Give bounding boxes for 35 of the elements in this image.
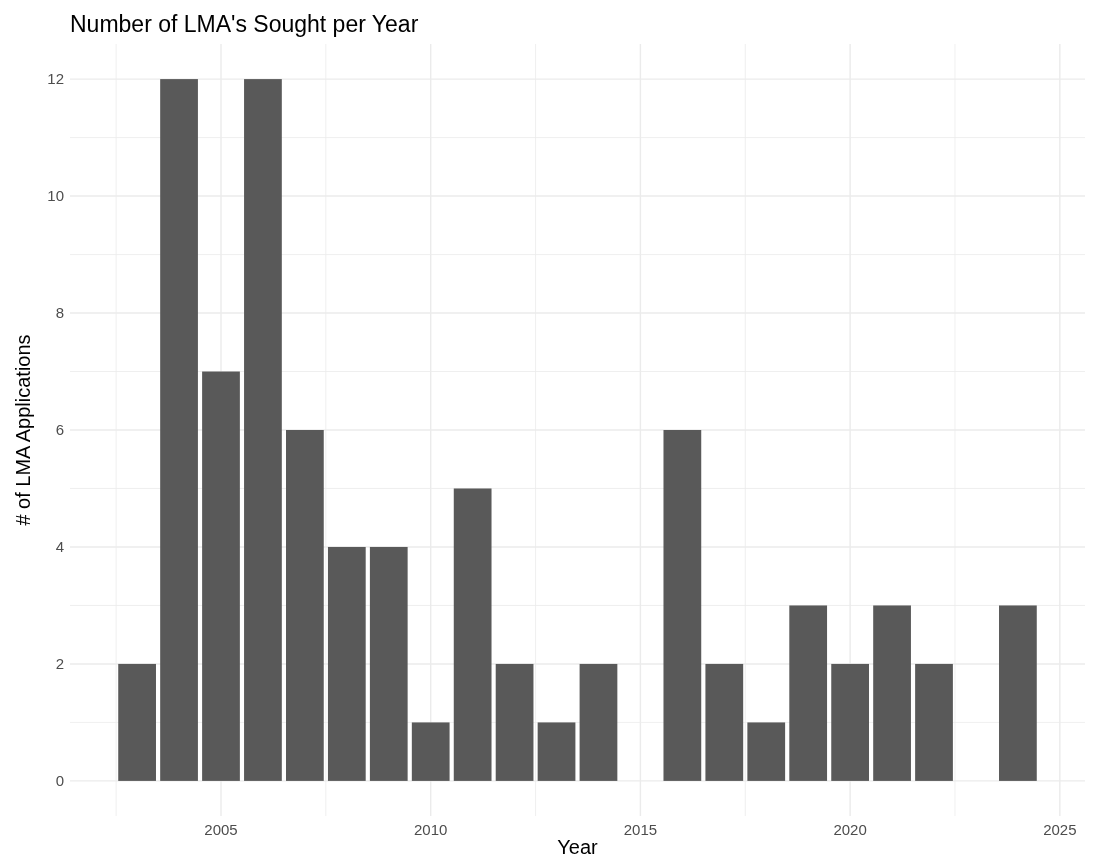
bar [873, 605, 911, 781]
bar [369, 546, 408, 781]
bar [831, 663, 869, 781]
bar [118, 663, 156, 781]
y-axis-title: # of LMA Applications [12, 334, 34, 526]
bar [705, 663, 744, 781]
y-tick-label: 0 [55, 771, 64, 789]
y-tick-label: 12 [47, 70, 64, 88]
y-tick-label: 6 [55, 421, 64, 438]
x-tick-label: 2025 [1043, 821, 1077, 838]
bar [537, 722, 576, 781]
bar [495, 663, 534, 781]
bar [915, 663, 953, 781]
y-tick-label: 4 [55, 537, 64, 555]
bar [202, 371, 240, 781]
bar [327, 546, 366, 781]
x-tick-label: 2020 [833, 821, 867, 838]
x-tick-label: 2010 [414, 821, 448, 838]
y-tick-label: 8 [55, 304, 64, 322]
bar [244, 79, 282, 781]
y-tick-label: 10 [47, 187, 64, 205]
bar [579, 663, 618, 781]
bar [453, 488, 492, 781]
bar [663, 430, 702, 781]
y-tick-label: 2 [55, 654, 64, 672]
x-tick-label: 2005 [204, 821, 238, 838]
x-axis-title: Year [557, 836, 599, 858]
bar [160, 79, 198, 781]
bar [747, 722, 786, 781]
x-tick-label: 2015 [623, 821, 658, 838]
bar [789, 605, 828, 781]
bar [286, 430, 324, 781]
bar [411, 722, 450, 781]
chart-title: Number of LMA's Sought per Year [70, 11, 419, 37]
bar [999, 605, 1037, 781]
